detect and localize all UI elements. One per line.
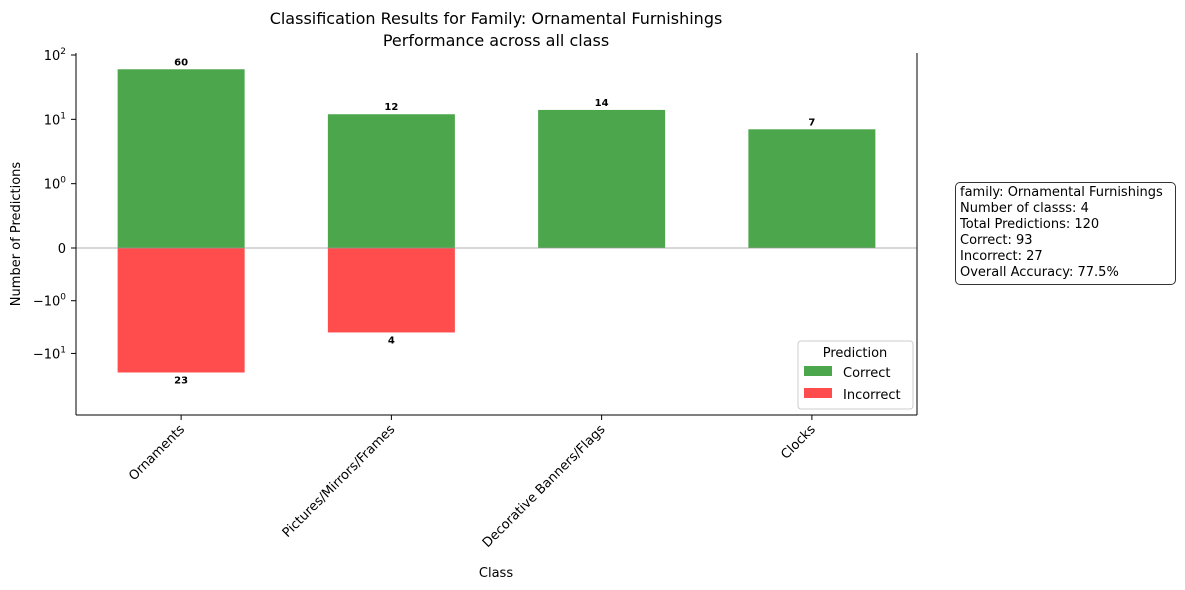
legend-swatch-incorrect (804, 388, 832, 398)
y-tick-label: 102 (44, 47, 66, 64)
x-tick-label-clocks: Clocks (778, 422, 819, 463)
stats-box: family: Ornamental Furnishings Number of… (955, 182, 1176, 285)
legend-title: Prediction (823, 346, 888, 361)
data-label-incorrect-ornaments: 23 (174, 376, 188, 387)
bar-incorrect-pictures-mirrors-frames (327, 248, 455, 333)
stats-correct: Correct: 93 (960, 233, 1033, 248)
data-label-correct-clocks: 7 (808, 117, 815, 128)
legend-label-incorrect: Incorrect (843, 388, 901, 403)
y-ticks-group: 102 101 100 0 −100 −101 (33, 47, 76, 362)
chart-title: Classification Results for Family: Ornam… (270, 9, 723, 28)
y-tick-label: 101 (44, 111, 66, 128)
x-tick-label-pictures-mirrors-frames: Pictures/Mirrors/Frames (280, 422, 399, 541)
bar-correct-pictures-mirrors-frames (327, 114, 455, 248)
legend-swatch-correct (804, 366, 832, 376)
data-label-correct-ornaments: 60 (174, 57, 188, 68)
y-tick-label: −101 (33, 345, 66, 362)
x-tick-label-decorative-banners-flags: Decorative Banners/Flags (480, 422, 609, 551)
x-ticks-group: Ornaments Pictures/Mirrors/Frames Decorati… (126, 415, 819, 551)
stats-accuracy: Overall Accuracy: 77.5% (960, 265, 1119, 280)
bar-correct-clocks (748, 129, 876, 248)
data-label-correct-decorative-banners-flags: 14 (595, 98, 609, 109)
stats-family: family: Ornamental Furnishings (960, 185, 1163, 200)
x-tick-label-ornaments: Ornaments (126, 422, 188, 484)
bar-correct-ornaments (117, 69, 245, 248)
bar-correct-decorative-banners-flags (538, 109, 666, 248)
y-tick-label: 100 (44, 176, 67, 193)
data-labels-group: 60 23 12 4 14 7 (174, 57, 815, 386)
x-axis-label: Class (479, 566, 513, 581)
data-label-correct-pictures-mirrors-frames: 12 (384, 102, 398, 113)
stats-total: Total Predictions: 120 (960, 217, 1100, 232)
legend: Prediction Correct Incorrect (797, 340, 914, 410)
chart-subtitle: Performance across all class (383, 31, 609, 50)
y-tick-label: −100 (33, 293, 66, 310)
data-label-incorrect-pictures-mirrors-frames: 4 (388, 335, 395, 346)
stats-incorrect: Incorrect: 27 (960, 249, 1043, 264)
bar-incorrect-ornaments (117, 248, 245, 373)
y-tick-label: 0 (58, 242, 66, 257)
y-axis-label: Number of Predictions (9, 162, 24, 307)
stats-class-count: Number of classs: 4 (960, 201, 1089, 216)
bars-group (117, 69, 876, 373)
legend-label-correct: Correct (843, 366, 890, 381)
